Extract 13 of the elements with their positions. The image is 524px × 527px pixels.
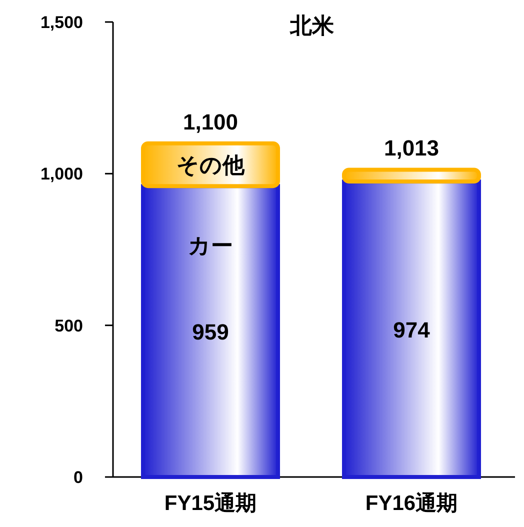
y-tick-label: 500 <box>54 316 83 336</box>
y-tick-label: 0 <box>74 468 83 487</box>
total-label: 1,013 <box>384 136 440 161</box>
x-tick-label: FY16通期 <box>365 492 458 515</box>
chart-title: 北米 <box>289 13 335 38</box>
x-tick-label: FY15通期 <box>164 492 257 515</box>
y-tick-label: 1,500 <box>40 13 83 32</box>
y-tick-label: 1,000 <box>40 164 83 184</box>
series-label: その他 <box>176 152 246 178</box>
series-label: カー <box>188 233 233 258</box>
data-label: 974 <box>393 317 431 342</box>
data-label: 959 <box>192 320 229 345</box>
total-label: 1,100 <box>182 109 238 134</box>
